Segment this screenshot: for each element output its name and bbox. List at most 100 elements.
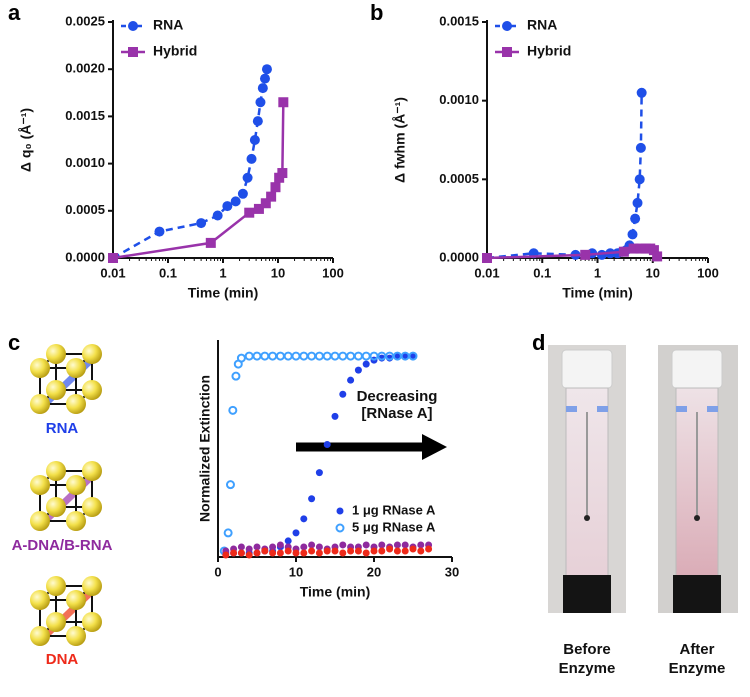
data-point <box>618 246 629 257</box>
cube-atom <box>66 475 86 495</box>
legend-marker <box>335 523 345 533</box>
y-tick-label: 0.0000 <box>65 249 105 264</box>
y-tick-label: 0.0025 <box>65 13 105 28</box>
data-point <box>362 541 370 549</box>
data-point <box>236 353 246 363</box>
data-point <box>636 87 647 98</box>
data-point <box>308 541 316 549</box>
legend-label: 5 μg RNase A <box>352 519 436 534</box>
data-point <box>308 495 316 503</box>
cube-atom <box>66 590 86 610</box>
panel-label: c <box>8 330 21 355</box>
y-tick-label: 0.0005 <box>65 202 105 217</box>
data-point <box>323 547 331 555</box>
legend-marker <box>128 21 138 31</box>
data-point <box>331 547 339 555</box>
data-point <box>244 351 254 361</box>
data-point <box>482 253 492 263</box>
y-tick-label: 0.0015 <box>439 13 479 28</box>
data-point <box>634 174 645 185</box>
data-point <box>339 549 347 557</box>
photo-label: After Enzyme <box>668 641 726 677</box>
structure-label: DNA <box>45 651 79 668</box>
data-point <box>652 251 663 262</box>
cube-atom <box>82 380 102 400</box>
data-point <box>231 371 241 381</box>
y-axis-label: Δ q₀ (Å⁻¹) <box>18 108 34 172</box>
data-point <box>362 360 370 368</box>
x-tick-label: 1 <box>219 265 226 280</box>
data-point <box>252 351 262 361</box>
cube-atom <box>82 497 102 517</box>
data-point <box>228 405 238 415</box>
legend-marker <box>128 47 138 57</box>
x-tick-label: 10 <box>646 265 660 280</box>
data-point <box>347 547 355 555</box>
data-point <box>249 135 260 145</box>
annotation: Decreasing [RNase A] <box>356 388 438 422</box>
data-point <box>408 351 418 361</box>
data-point <box>196 218 207 229</box>
y-tick-label: 0.0015 <box>65 108 105 123</box>
data-point <box>393 541 401 549</box>
data-point <box>354 547 362 555</box>
data-point <box>632 197 643 208</box>
data-point <box>401 541 409 549</box>
data-point <box>253 549 261 557</box>
data-point <box>242 172 253 183</box>
cube-atom <box>82 612 102 632</box>
data-point <box>237 543 245 551</box>
data-point <box>257 83 268 94</box>
legend-label: Hybrid <box>153 43 197 59</box>
data-point <box>401 352 409 360</box>
data-point <box>244 207 255 218</box>
data-point <box>284 537 292 545</box>
data-point <box>252 116 263 127</box>
data-point <box>245 545 253 553</box>
data-point <box>401 547 409 555</box>
legend-label: Hybrid <box>527 43 571 59</box>
data-point <box>261 547 269 555</box>
data-point <box>225 480 235 490</box>
cube-atom <box>82 344 102 364</box>
cuvette-photo <box>658 345 738 613</box>
data-point <box>284 547 292 555</box>
data-point <box>346 351 356 361</box>
data-point <box>268 351 278 361</box>
data-point <box>322 351 332 361</box>
data-point <box>255 97 266 108</box>
data-point <box>253 543 261 551</box>
legend-label: RNA <box>527 17 557 33</box>
data-point <box>260 198 271 209</box>
data-point <box>370 547 378 555</box>
data-point <box>353 351 363 361</box>
x-tick-label: 0 <box>214 564 221 579</box>
data-point <box>315 549 323 557</box>
data-point <box>339 390 347 398</box>
data-point <box>269 543 277 551</box>
cube-atom <box>46 497 66 517</box>
x-tick-label: 20 <box>367 564 381 579</box>
cube-atom <box>30 511 50 531</box>
legend-marker <box>502 21 512 31</box>
cube-atom <box>30 626 50 646</box>
cube-atom <box>46 461 66 481</box>
x-tick-label: 10 <box>271 265 285 280</box>
y-tick-label: 0.0010 <box>65 155 105 170</box>
data-point <box>245 551 253 559</box>
data-point <box>630 213 641 224</box>
structure-label: A-DNA/B-RNA <box>11 537 113 554</box>
cube-atom <box>82 461 102 481</box>
data-point <box>347 376 355 384</box>
legend-marker <box>336 507 344 515</box>
data-point <box>393 547 401 555</box>
data-point <box>627 229 638 240</box>
data-point <box>276 541 284 549</box>
panel-label: d <box>532 330 546 355</box>
data-point <box>354 366 362 374</box>
data-point <box>417 547 425 555</box>
data-point <box>315 469 323 477</box>
data-point <box>628 243 639 254</box>
cube-atom <box>30 590 50 610</box>
